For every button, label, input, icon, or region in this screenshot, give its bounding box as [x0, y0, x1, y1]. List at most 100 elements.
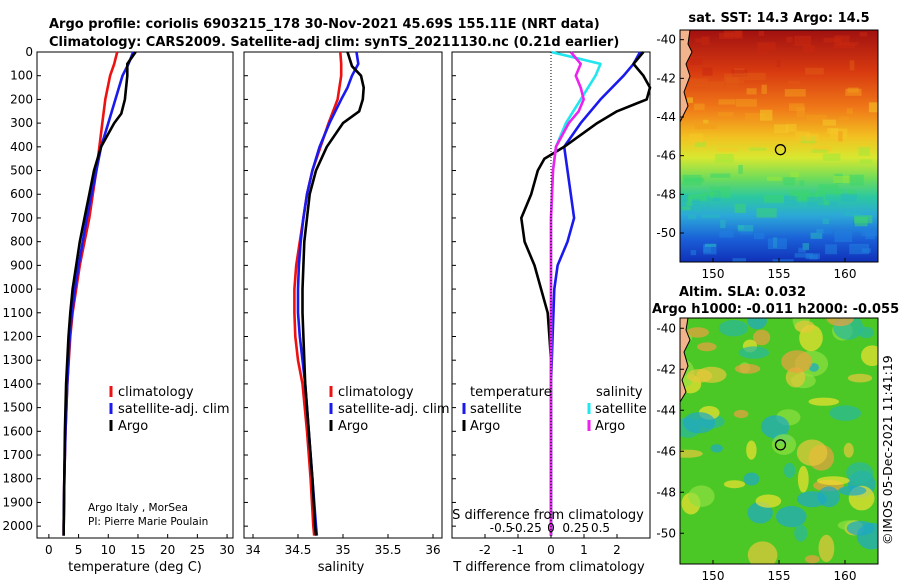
annotation-program: Argo Italy , MorSea: [88, 502, 188, 514]
difference-xlabel: T difference from climatology: [452, 560, 645, 575]
series-line-s-argo: [549, 51, 586, 536]
map-y-tick: -40: [656, 321, 676, 335]
sla-map-title-1: Altim. SLA: 0.032: [679, 285, 806, 300]
difference-top-xlabel: S difference from climatology: [452, 508, 644, 523]
s-tick-label: 0.5: [591, 521, 610, 535]
map-x-tick: 155: [768, 267, 791, 281]
sla-map-title-2: Argo h1000: -0.011 h2000: -0.055: [652, 302, 899, 317]
map-y-tick: -50: [656, 526, 676, 540]
salinity-plot: 34 34.5 35 35.5 36: [245, 51, 441, 557]
x-tick-label: 5: [75, 543, 83, 557]
depth-tick-label: 900: [10, 258, 33, 272]
map-y-tick: -46: [656, 149, 676, 163]
depth-tick-label: 1200: [2, 329, 33, 343]
depth-tick-label: 1900: [2, 495, 33, 509]
temperature-plot: 0 5 10 15 20 25 30: [45, 51, 235, 557]
annotation-pi: PI: Pierre Marie Poulain: [88, 516, 208, 528]
coastline-tasmania-sla: [680, 318, 691, 403]
depth-tick-label: 0: [25, 45, 33, 59]
x-tick-label: 20: [160, 543, 175, 557]
legend-t-argo: Argo: [470, 419, 500, 434]
depth-tick-label: 2000: [2, 519, 33, 533]
sla-map-axes: 150 155 160 -40 -42 -44 -46 -48 -50: [656, 321, 856, 580]
x-tick-label: 36: [425, 543, 440, 557]
legend-climatology: climatology: [118, 385, 194, 400]
legend-satellite: satellite-adj. clim: [338, 402, 450, 417]
difference-legend: temperature satellite Argo salinity sate…: [462, 385, 647, 434]
x-tick-label: 35.5: [375, 543, 402, 557]
x-tick-label: -2: [479, 543, 491, 557]
depth-tick-label: 100: [10, 69, 33, 83]
legend-argo: Argo: [118, 419, 148, 434]
sla-map: [680, 318, 878, 564]
depth-tick-label: 1400: [2, 377, 33, 391]
depth-tick-label: 300: [10, 116, 33, 130]
legend-s-argo: Argo: [595, 419, 625, 434]
sst-map-title: sat. SST: 14.3 Argo: 14.5: [688, 11, 869, 26]
difference-plot: -2 -1 0 1 2 -0.5-0.25 0 0.25 0.5: [479, 50, 652, 557]
x-tick-label: 1: [580, 543, 588, 557]
map-x-tick: 155: [768, 569, 791, 580]
depth-tick-label: 1600: [2, 424, 33, 438]
x-tick-label: 2: [613, 543, 621, 557]
map-y-tick: -50: [656, 226, 676, 240]
header-line-1: Argo profile: coriolis 6903215_178 30-No…: [49, 17, 600, 32]
s-tick-label: -0.5: [490, 521, 513, 535]
legend-temperature-title: temperature: [470, 385, 552, 400]
map-x-tick: 150: [702, 267, 725, 281]
depth-tick-label: 500: [10, 164, 33, 178]
depth-tick-label: 800: [10, 235, 33, 249]
x-tick-label: 0: [45, 543, 53, 557]
x-tick-label: 10: [101, 543, 116, 557]
x-tick-label: 35: [335, 543, 350, 557]
legend-climatology: climatology: [338, 385, 414, 400]
depth-tick-label: 400: [10, 140, 33, 154]
depth-tick-label: 1800: [2, 472, 33, 486]
x-tick-label: 34.5: [285, 543, 312, 557]
legend-s-satellite: satellite: [595, 402, 647, 417]
salinity-panel: [243, 51, 443, 539]
legend-satellite: satellite-adj. clim: [118, 402, 230, 417]
depth-tick-label: 1000: [2, 282, 33, 296]
depth-tick-label: 1500: [2, 401, 33, 415]
coastline-tasmania: [680, 30, 693, 123]
map-y-tick: -44: [656, 403, 676, 417]
depth-tick-label: 600: [10, 187, 33, 201]
depth-tick-label: 1300: [2, 353, 33, 367]
x-tick-label: -1: [512, 543, 524, 557]
depth-axis: 0 100 200 300 400 500 600 700 800 900 1000 1100 1200…: [2, 45, 456, 533]
sst-map-axes: 150 155 160 -40 -42 -44 -46 -48 -50: [656, 33, 856, 281]
depth-tick-label: 1700: [2, 448, 33, 462]
x-tick-label: 25: [190, 543, 205, 557]
temperature-panel: [36, 51, 234, 539]
map-y-tick: -46: [656, 444, 676, 458]
depth-tick-label: 700: [10, 211, 33, 225]
map-y-tick: -40: [656, 33, 676, 47]
map-x-tick: 160: [834, 267, 857, 281]
header-line-2: Climatology: CARS2009. Satellite-adj cli…: [49, 35, 619, 50]
map-x-tick: 160: [834, 569, 857, 580]
s-tick-label: 0: [547, 521, 555, 535]
x-tick-label: 0: [547, 543, 555, 557]
argo-position-marker: [774, 144, 787, 156]
depth-tick-label: 1100: [2, 306, 33, 320]
x-tick-label: 34: [245, 543, 260, 557]
s-tick-label: 0.25: [562, 521, 589, 535]
map-y-tick: -48: [656, 187, 676, 201]
series-line-climatology: [293, 51, 343, 536]
temperature-xlabel: temperature (deg C): [68, 560, 202, 575]
x-tick-label: 30: [219, 543, 234, 557]
map-y-tick: -42: [656, 71, 676, 85]
salinity-legend: climatology satellite-adj. clim Argo: [329, 385, 450, 434]
map-y-tick: -48: [656, 485, 676, 499]
legend-argo: Argo: [338, 419, 368, 434]
legend-t-satellite: satellite: [470, 402, 522, 417]
temperature-legend: climatology satellite-adj. clim Argo: [109, 385, 230, 434]
sst-map: [680, 30, 878, 262]
salinity-xlabel: salinity: [318, 560, 365, 575]
s-tick-label: -0.25: [511, 521, 542, 535]
map-y-tick: -42: [656, 362, 676, 376]
legend-salinity-title: salinity: [596, 385, 643, 400]
series-line-argo: [62, 51, 137, 536]
